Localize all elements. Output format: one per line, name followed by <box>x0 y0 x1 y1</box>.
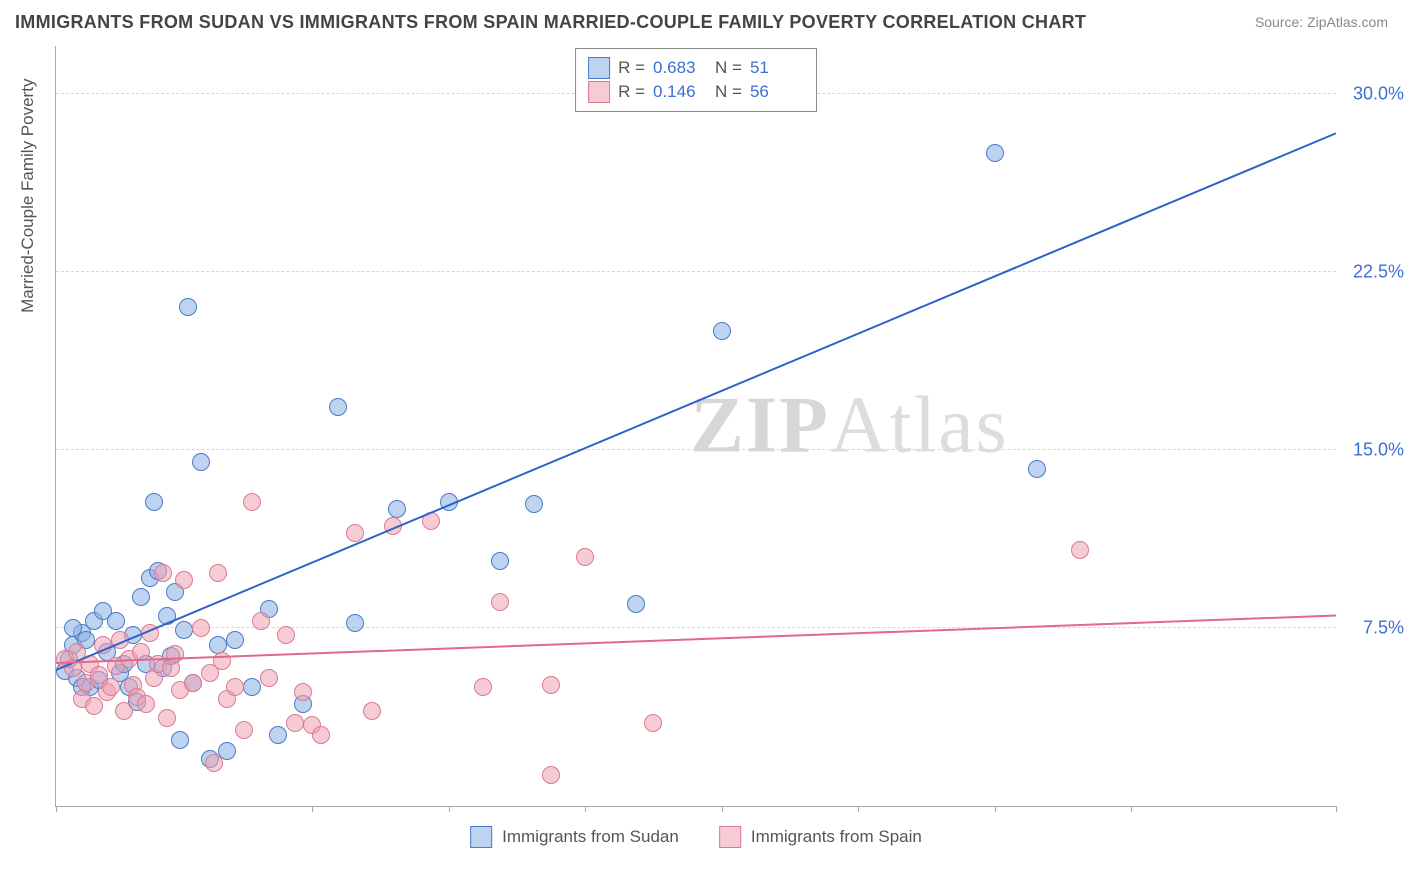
swatch-series-a <box>470 826 492 848</box>
scatter-point <box>329 398 347 416</box>
source-attribution: Source: ZipAtlas.com <box>1255 14 1388 30</box>
x-tick <box>56 806 57 812</box>
scatter-point <box>269 726 287 744</box>
scatter-point <box>363 702 381 720</box>
legend-label-a: Immigrants from Sudan <box>502 827 679 847</box>
scatter-point <box>64 619 82 637</box>
scatter-point <box>145 493 163 511</box>
legend-n-label: N = <box>715 82 742 102</box>
x-tick <box>1131 806 1132 812</box>
scatter-point <box>192 619 210 637</box>
legend-r-value-a: 0.683 <box>653 58 707 78</box>
scatter-point <box>192 453 210 471</box>
swatch-series-b <box>719 826 741 848</box>
watermark-light: Atlas <box>830 382 1009 470</box>
trend-line <box>56 132 1337 671</box>
scatter-point <box>171 731 189 749</box>
scatter-point <box>388 500 406 518</box>
scatter-point <box>166 645 184 663</box>
scatter-point <box>154 564 172 582</box>
scatter-point <box>525 495 543 513</box>
chart-title: IMMIGRANTS FROM SUDAN VS IMMIGRANTS FROM… <box>15 12 1086 33</box>
x-tick <box>1336 806 1337 812</box>
scatter-point <box>252 612 270 630</box>
legend-n-value-b: 56 <box>750 82 804 102</box>
legend-row-series-b: R = 0.146 N = 56 <box>588 81 804 103</box>
scatter-point <box>175 571 193 589</box>
gridline-h <box>56 271 1336 272</box>
scatter-point <box>115 702 133 720</box>
scatter-point <box>175 621 193 639</box>
scatter-point <box>102 678 120 696</box>
scatter-point <box>226 678 244 696</box>
scatter-point <box>85 697 103 715</box>
scatter-point <box>243 678 261 696</box>
scatter-point <box>277 626 295 644</box>
scatter-point <box>576 548 594 566</box>
scatter-point <box>474 678 492 696</box>
scatter-point <box>644 714 662 732</box>
trend-line <box>56 614 1336 663</box>
scatter-point <box>491 593 509 611</box>
y-axis-label: Married-Couple Family Poverty <box>18 79 38 313</box>
scatter-point <box>205 754 223 772</box>
scatter-point <box>1028 460 1046 478</box>
x-tick <box>722 806 723 812</box>
scatter-point <box>132 588 150 606</box>
legend-item-b: Immigrants from Spain <box>719 826 922 848</box>
plot-area: ZIPAtlas R = 0.683 N = 51 R = 0.146 N = … <box>55 46 1336 807</box>
scatter-point <box>184 674 202 692</box>
scatter-point <box>226 631 244 649</box>
scatter-point <box>1071 541 1089 559</box>
legend-r-label: R = <box>618 82 645 102</box>
scatter-point <box>243 493 261 511</box>
x-tick <box>449 806 450 812</box>
y-tick-label: 15.0% <box>1344 439 1404 460</box>
scatter-point <box>312 726 330 744</box>
legend-item-a: Immigrants from Sudan <box>470 826 679 848</box>
series-legend: Immigrants from Sudan Immigrants from Sp… <box>470 826 922 848</box>
scatter-point <box>137 695 155 713</box>
scatter-point <box>627 595 645 613</box>
swatch-series-b <box>588 81 610 103</box>
scatter-point <box>179 298 197 316</box>
swatch-series-a <box>588 57 610 79</box>
legend-row-series-a: R = 0.683 N = 51 <box>588 57 804 79</box>
x-tick <box>995 806 996 812</box>
scatter-point <box>209 564 227 582</box>
scatter-point <box>107 612 125 630</box>
scatter-point <box>260 669 278 687</box>
legend-r-label: R = <box>618 58 645 78</box>
y-tick-label: 30.0% <box>1344 83 1404 104</box>
scatter-point <box>346 524 364 542</box>
scatter-point <box>542 676 560 694</box>
scatter-point <box>713 322 731 340</box>
scatter-point <box>158 709 176 727</box>
x-tick <box>858 806 859 812</box>
y-tick-label: 22.5% <box>1344 261 1404 282</box>
scatter-point <box>986 144 1004 162</box>
scatter-point <box>491 552 509 570</box>
scatter-point <box>286 714 304 732</box>
scatter-point <box>209 636 227 654</box>
y-tick-label: 7.5% <box>1344 617 1404 638</box>
x-tick <box>312 806 313 812</box>
legend-n-label: N = <box>715 58 742 78</box>
legend-label-b: Immigrants from Spain <box>751 827 922 847</box>
scatter-point <box>346 614 364 632</box>
scatter-point <box>294 683 312 701</box>
scatter-point <box>235 721 253 739</box>
correlation-legend: R = 0.683 N = 51 R = 0.146 N = 56 <box>575 48 817 112</box>
watermark: ZIPAtlas <box>690 381 1008 472</box>
x-tick <box>585 806 586 812</box>
legend-n-value-a: 51 <box>750 58 804 78</box>
scatter-point <box>542 766 560 784</box>
gridline-h <box>56 627 1336 628</box>
legend-r-value-b: 0.146 <box>653 82 707 102</box>
